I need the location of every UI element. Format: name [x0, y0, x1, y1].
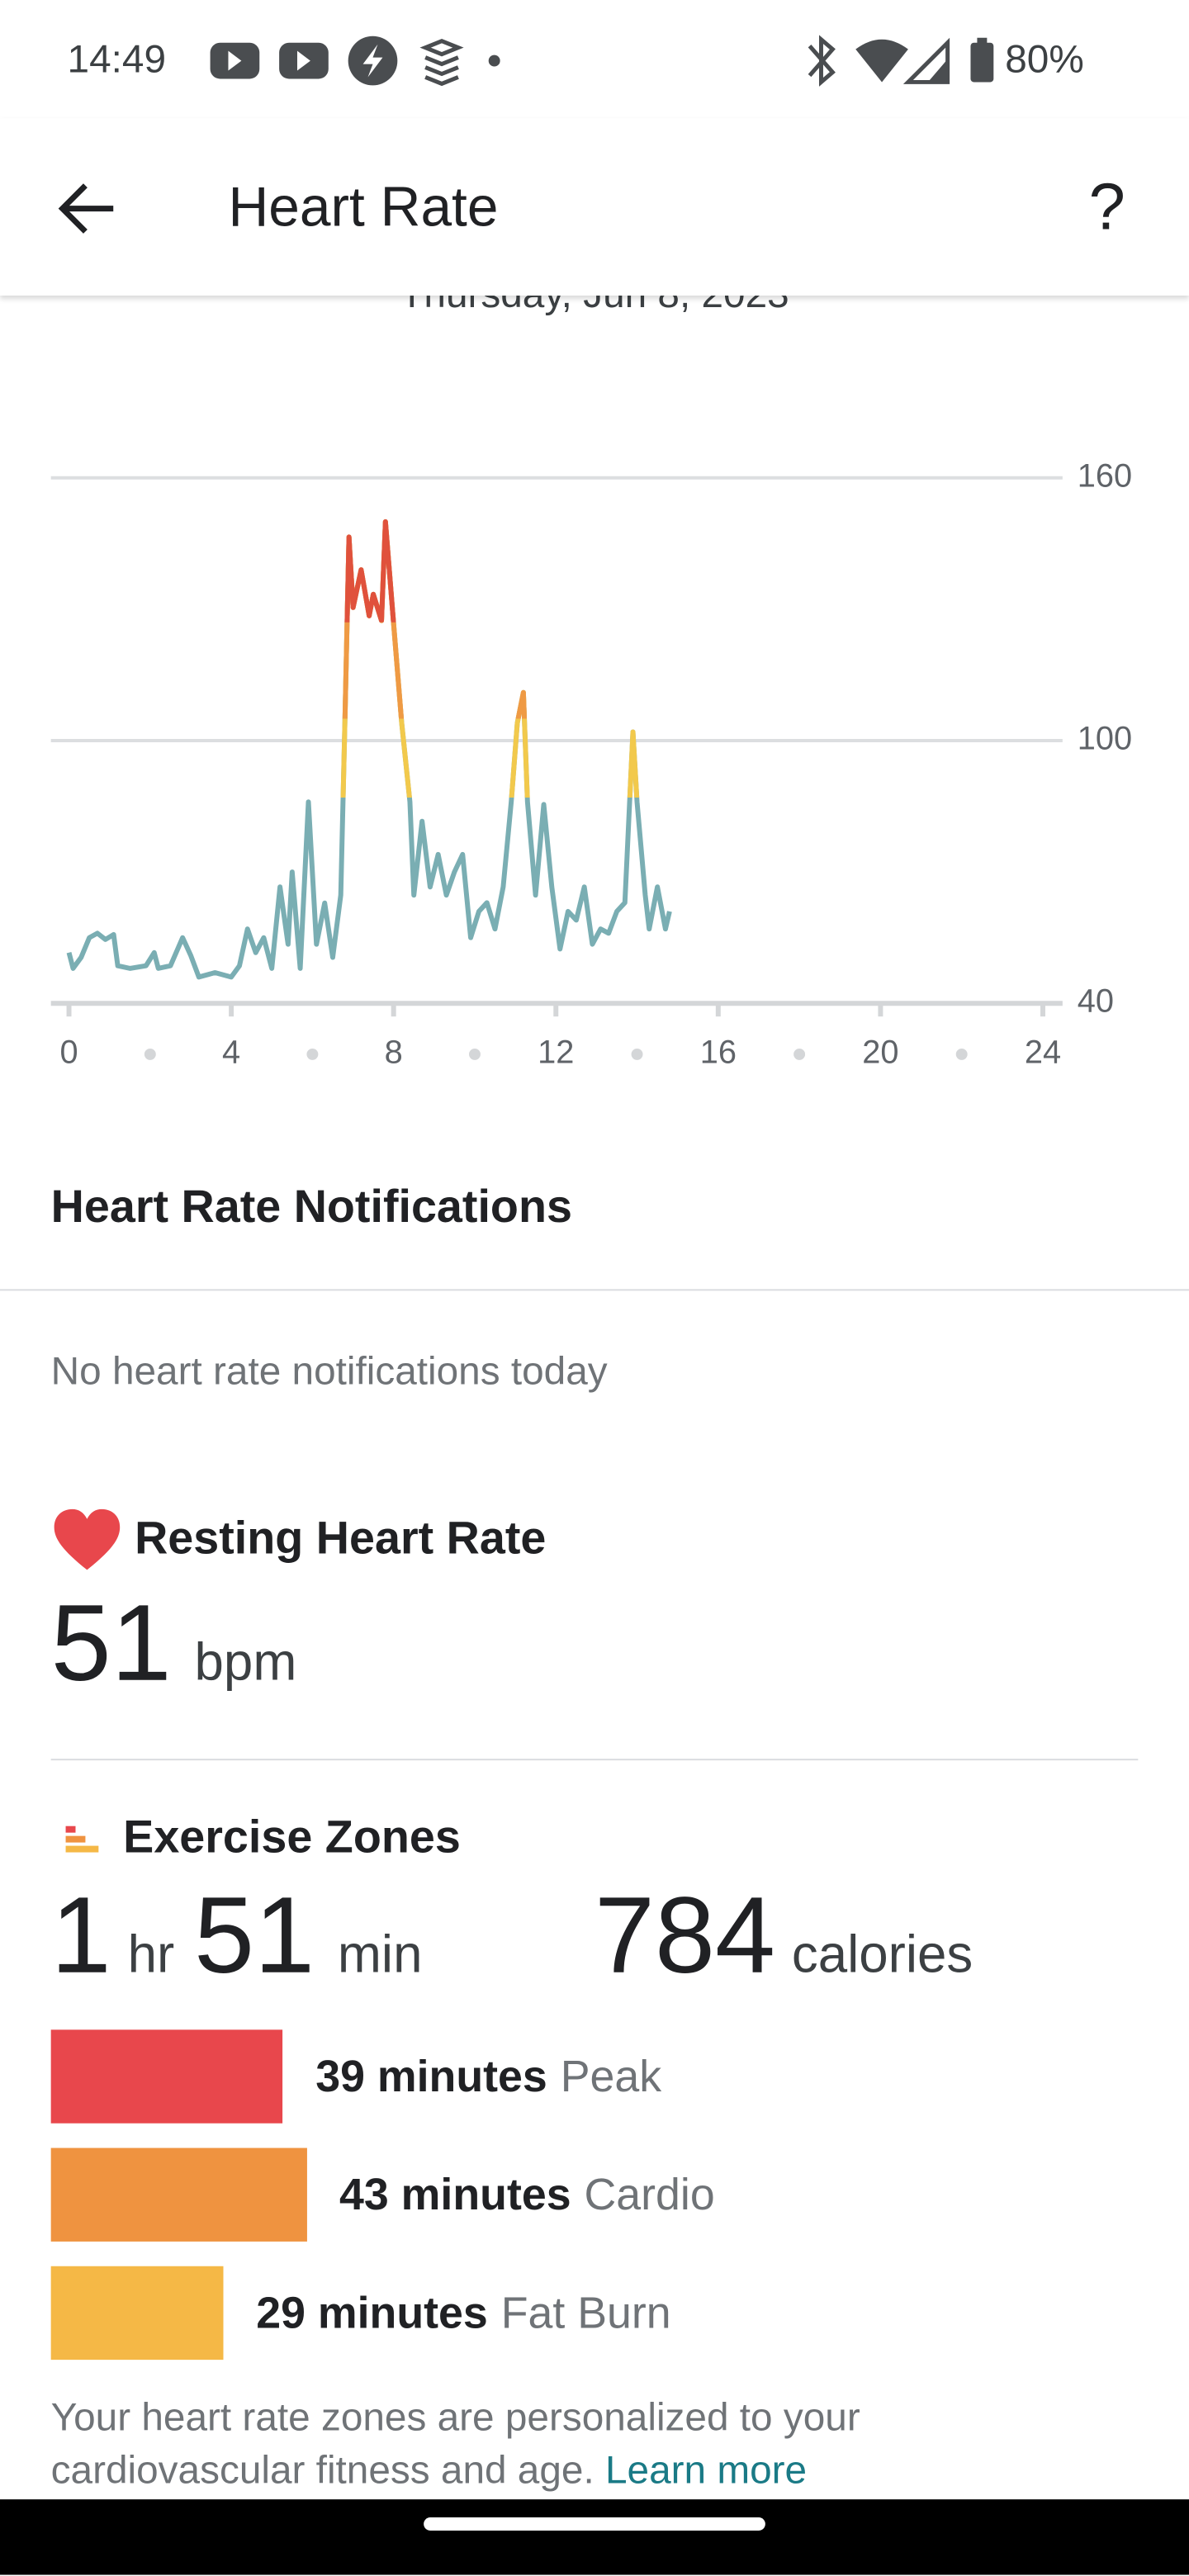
section-title: Heart Rate Notifications: [50, 1181, 572, 1232]
section-title: Exercise Zones: [123, 1811, 461, 1863]
x-tick-label: 12: [538, 1034, 574, 1070]
x-minor-tick: [144, 1048, 156, 1060]
zone-name: Cardio: [584, 2170, 715, 2220]
x-tick-label: 24: [1025, 1034, 1061, 1070]
heart-rate-line: [344, 519, 396, 623]
x-tick-label: 16: [700, 1034, 737, 1070]
help-button[interactable]: ?: [1088, 171, 1125, 244]
zone-minutes: 29 minutes: [256, 2288, 488, 2338]
minutes-unit: min: [337, 1925, 423, 1984]
zones-icon: [65, 1825, 99, 1853]
zone-label: 43 minutes Cardio: [339, 2170, 715, 2221]
resting-unit: bpm: [194, 1632, 297, 1692]
heart-rate-chart: 40 100 160 0 4 8 12 16 20 24: [50, 457, 1132, 1070]
y-tick-label: 40: [1078, 983, 1114, 1020]
section-title: Resting Heart Rate: [135, 1512, 547, 1564]
resting-number: 51: [50, 1581, 172, 1703]
app-bar: Heart Rate ?: [0, 118, 1189, 296]
heart-rate-line: [66, 519, 672, 980]
back-button[interactable]: [58, 181, 117, 240]
footer-text: Your heart rate zones are personalized t…: [50, 2395, 860, 2493]
footer-text: Your heart rate zones are personalized t…: [51, 2393, 971, 2498]
y-tick-label: 160: [1078, 457, 1132, 494]
zone-label: 29 minutes Fat Burn: [256, 2289, 670, 2340]
resting-value: 51 bpm: [51, 1579, 297, 1704]
zone-label: 39 minutes Peak: [315, 2052, 661, 2103]
x-minor-tick: [793, 1048, 806, 1060]
calories-number: 784: [594, 1873, 776, 1996]
zone-bar: [50, 2029, 283, 2124]
notification-text: No heart rate notifications today: [50, 1349, 608, 1395]
status-icons: [210, 36, 500, 87]
title: Heart Rate: [228, 176, 499, 239]
battery-level: 80%: [1005, 37, 1084, 83]
status-time: 14:49: [67, 37, 167, 83]
hours-unit: hr: [127, 1925, 175, 1984]
zone-minutes: 43 minutes: [339, 2170, 571, 2220]
zone-name: Fat Burn: [500, 2288, 671, 2338]
x-tick-label: 0: [59, 1034, 78, 1070]
duration: 1 hr 51 min: [51, 1872, 423, 1996]
x-tick-label: 8: [385, 1034, 403, 1070]
home-handle[interactable]: [424, 2517, 765, 2531]
x-minor-tick: [955, 1048, 968, 1060]
zone-bar: [50, 2147, 307, 2242]
zone-bar: [50, 2266, 224, 2361]
divider: [50, 1759, 1139, 1761]
divider: [0, 1289, 1189, 1291]
system-icons: [808, 35, 994, 87]
navigation-bar: [0, 2499, 1189, 2575]
learn-more-link[interactable]: Learn more: [604, 2448, 808, 2493]
x-tick-label: 4: [222, 1034, 240, 1070]
heart-icon: [54, 1508, 121, 1570]
calories-unit: calories: [791, 1925, 973, 1984]
minutes: 51: [194, 1873, 315, 1996]
x-minor-tick: [469, 1048, 481, 1060]
hours: 1: [50, 1873, 111, 1996]
x-tick-label: 20: [862, 1034, 898, 1070]
zone-name: Peak: [560, 2052, 662, 2101]
y-tick-label: 100: [1078, 721, 1132, 757]
x-minor-tick: [306, 1048, 319, 1060]
calories: 784 calories: [594, 1872, 973, 1996]
zone-minutes: 39 minutes: [315, 2052, 547, 2101]
x-minor-tick: [631, 1048, 643, 1060]
